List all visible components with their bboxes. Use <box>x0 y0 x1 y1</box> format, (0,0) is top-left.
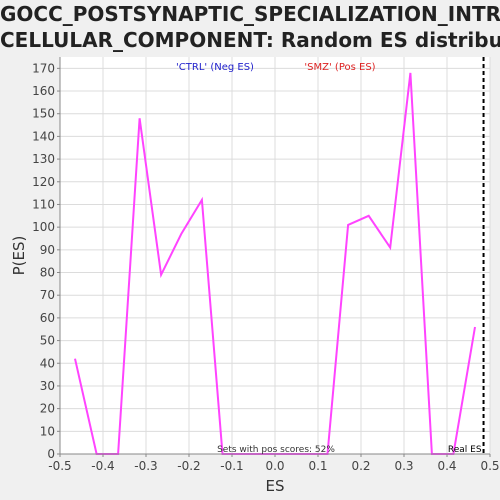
y-tick-label-2: 20 <box>40 402 55 416</box>
legend-pos-label: 'SMZ' (Pos ES) <box>304 62 375 73</box>
y-tick-label-9: 90 <box>40 243 55 257</box>
y-tick-label-14: 140 <box>32 129 55 143</box>
x-tick-label-0: -0.5 <box>48 459 71 473</box>
pos-scores-annotation: Sets with pos scores: 52% <box>217 445 335 455</box>
x-tick-label-8: 0.3 <box>394 459 413 473</box>
legend-neg-label: 'CTRL' (Neg ES) <box>176 62 254 73</box>
y-tick-label-8: 80 <box>40 266 55 280</box>
x-tick-label-1: -0.4 <box>91 459 114 473</box>
real-es-label: Real ES <box>448 445 482 455</box>
x-tick-labels: -0.5 -0.4 -0.3 -0.2 -0.1 0.0 0.1 0.2 0.3 0.4 0.5 <box>48 459 499 473</box>
y-tick-label-11: 110 <box>32 197 55 211</box>
x-tick-label-7: 0.2 <box>351 459 370 473</box>
y-tick-label-17: 170 <box>32 61 55 75</box>
y-tick-label-3: 30 <box>40 379 55 393</box>
y-tick-label-1: 10 <box>40 424 55 438</box>
y-tick-label-16: 160 <box>32 84 55 98</box>
x-tick-label-2: -0.3 <box>134 459 157 473</box>
axes <box>57 57 491 457</box>
x-tick-label-4: -0.1 <box>220 459 243 473</box>
x-tick-label-9: 0.4 <box>437 459 456 473</box>
y-tick-label-6: 60 <box>40 311 55 325</box>
y-tick-label-15: 150 <box>32 107 55 121</box>
x-tick-label-5: 0.0 <box>265 459 284 473</box>
x-tick-label-10: 0.5 <box>480 459 499 473</box>
x-tick-label-3: -0.2 <box>177 459 200 473</box>
y-tick-label-13: 130 <box>32 152 55 166</box>
x-axis-label: ES <box>266 477 285 495</box>
chart-title-line-1: GOCC_POSTSYNAPTIC_SPECIALIZATION_INTRA <box>0 2 500 26</box>
grid-lines <box>59 57 491 455</box>
y-tick-label-5: 50 <box>40 334 55 348</box>
y-tick-label-10: 100 <box>32 220 55 234</box>
y-tick-label-12: 120 <box>32 175 55 189</box>
y-tick-labels: 0 10 20 30 40 50 60 70 80 90 100 110 120 130 140 150 160… <box>32 61 55 461</box>
chart-title-line-2: CELLULAR_COMPONENT: Random ES distributi… <box>0 28 500 52</box>
x-tick-label-6: 0.1 <box>308 459 327 473</box>
y-tick-label-0: 0 <box>47 447 55 461</box>
y-axis-label: P(ES) <box>10 236 28 276</box>
y-tick-label-7: 70 <box>40 288 55 302</box>
y-tick-label-4: 40 <box>40 356 55 370</box>
